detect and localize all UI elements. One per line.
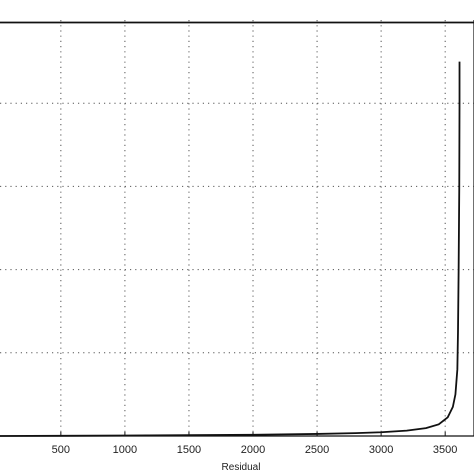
x-tick-label: 3500	[433, 444, 457, 456]
x-tick-label: 1500	[177, 444, 201, 456]
axes	[0, 20, 474, 437]
series-line-0	[0, 61, 461, 437]
series-lines	[0, 21, 474, 437]
x-tick-label: 2000	[241, 444, 265, 456]
x-axis-label: Residual	[222, 462, 261, 473]
x-tick-label: 1000	[113, 444, 137, 456]
x-tick-label: 2500	[305, 444, 329, 456]
x-tick-label: 500	[52, 444, 70, 456]
x-tick-label: 3000	[369, 444, 393, 456]
grid-lines	[0, 20, 474, 436]
x-ticks: 500 1000 1500 2000 2500 3000 3500	[52, 432, 457, 456]
